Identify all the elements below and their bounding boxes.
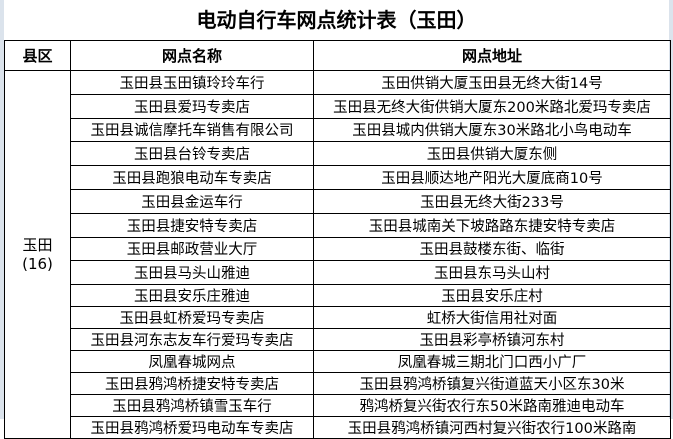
outlet-name-cell[interactable]: 玉田县跑狼电动车专卖店 — [70, 165, 314, 190]
table-row: 玉田县爱玛专卖店 玉田县无终大街供销大厦东200米路北爱玛专卖店 — [5, 93, 671, 119]
outlet-name-cell[interactable]: 玉田县金运车行 — [70, 188, 314, 214]
outlet-name-cell[interactable]: 玉田县邮政营业大厅 — [70, 236, 314, 262]
table-row: 凤凰春城网点 凤凰春城三期北门口西小广厂 — [5, 350, 671, 374]
table-row: 玉田县虹桥爱玛专卖店 虹桥大街信用社对面 — [5, 306, 671, 330]
outlet-name-cell[interactable]: 玉田县河东志友车行爱玛专卖店 — [70, 328, 314, 352]
outlet-address-cell[interactable]: 玉田县鸦鸿桥镇复兴街道蓝天小区东30米 — [313, 372, 671, 396]
outlet-address-cell[interactable]: 玉田县无终大街供销大厦东200米路北爱玛专卖店 — [313, 93, 671, 119]
table-row: 玉田县邮政营业大厅 玉田县鼓楼东街、临街 — [5, 236, 671, 262]
outlet-table: 县区 网点名称 网点地址 玉田 (16) 玉田县玉田镇玲玲车行 玉田供销大厦玉田县无终… — [4, 40, 671, 439]
sheet-title: 电动自行车网点统计表（玉田） — [196, 8, 477, 32]
window-frame-right — [669, 0, 673, 419]
header-row: 县区 网点名称 网点地址 — [4, 40, 671, 71]
outlet-name-cell[interactable]: 玉田县诚信摩托车销售有限公司 — [70, 117, 314, 143]
outlet-address-cell[interactable]: 鸦鸿桥复兴街农行东50米路南雅迪电动车 — [313, 394, 671, 418]
table-row: 玉田县安乐庄雅迪 玉田县安乐庄村 — [5, 284, 671, 308]
outlet-address-cell[interactable]: 玉田县彩亭桥镇河东村 — [313, 328, 671, 352]
table-row: 玉田县跑狼电动车专卖店 玉田县顺达地产阳光大厦底商10号 — [5, 165, 671, 190]
table-row: 玉田县河东志友车行爱玛专卖店 玉田县彩亭桥镇河东村 — [5, 328, 671, 352]
outlet-address-cell[interactable]: 玉田县供销大厦东侧 — [313, 141, 671, 167]
outlet-address-cell[interactable]: 玉田县鸦鸿桥镇河西村复兴街农行100米路南 — [313, 416, 671, 439]
header-address[interactable]: 网点地址 — [313, 40, 671, 71]
outlet-address-cell[interactable]: 玉田县鼓楼东街、临街 — [313, 236, 671, 262]
table-row: 玉田县诚信摩托车销售有限公司 玉田县城内供销大厦东30米路北小鸟电动车 — [5, 117, 671, 143]
outlet-name-cell[interactable]: 玉田县台铃专卖店 — [70, 141, 314, 167]
window-frame-left — [0, 0, 4, 419]
outlet-address-cell[interactable]: 玉田县东马头山村 — [313, 260, 671, 286]
header-county[interactable]: 县区 — [4, 40, 71, 71]
outlet-name-cell[interactable]: 玉田县爱玛专卖店 — [70, 93, 314, 119]
outlet-address-cell[interactable]: 玉田县安乐庄村 — [313, 284, 671, 308]
outlet-name-cell[interactable]: 凤凰春城网点 — [70, 350, 314, 374]
table-row: 玉田 (16) 玉田县玉田镇玲玲车行 玉田供销大厦玉田县无终大街14号 — [4, 69, 671, 439]
outlet-address-cell[interactable]: 玉田县城南关下坡路路东捷安特专卖店 — [313, 212, 671, 238]
outlet-name-cell[interactable]: 玉田县虹桥爱玛专卖店 — [70, 306, 314, 330]
outlet-name-cell[interactable]: 玉田县捷安特专卖店 — [70, 212, 314, 238]
table-row: 玉田县鸦鸿桥爱玛电动车专卖店 玉田县鸦鸿桥镇河西村复兴街农行100米路南 — [5, 416, 671, 439]
outlet-address-cell[interactable]: 玉田供销大厦玉田县无终大街14号 — [313, 70, 671, 95]
table-row: 玉田县鸦鸿桥捷安特专卖店 玉田县鸦鸿桥镇复兴街道蓝天小区东30米 — [5, 372, 671, 396]
outlet-address-cell[interactable]: 玉田县顺达地产阳光大厦底商10号 — [313, 165, 671, 190]
outlet-name-cell[interactable]: 玉田县安乐庄雅迪 — [70, 284, 314, 308]
table-row: 玉田县马头山雅迪 玉田县东马头山村 — [5, 260, 671, 286]
table-row: 玉田县鸦鸿桥镇雪玉车行 鸦鸿桥复兴街农行东50米路南雅迪电动车 — [5, 394, 671, 418]
county-cell[interactable]: 玉田 (16) — [4, 69, 71, 439]
outlet-name-cell[interactable]: 玉田县玉田镇玲玲车行 — [70, 70, 314, 95]
outlet-name-cell[interactable]: 玉田县马头山雅迪 — [70, 260, 314, 286]
outlet-address-cell[interactable]: 虹桥大街信用社对面 — [313, 306, 671, 330]
outlet-name-cell[interactable]: 玉田县鸦鸿桥捷安特专卖店 — [70, 372, 314, 396]
county-name: 玉田 — [22, 235, 53, 254]
outlet-address-cell[interactable]: 玉田县城内供销大厦东30米路北小鸟电动车 — [313, 117, 671, 143]
outlet-name-cell[interactable]: 玉田县鸦鸿桥镇雪玉车行 — [70, 394, 314, 418]
table-row: 玉田县金运车行 玉田县无终大街233号 — [5, 188, 671, 214]
table-row: 玉田县捷安特专卖店 玉田县城南关下坡路路东捷安特专卖店 — [5, 212, 671, 238]
header-name[interactable]: 网点名称 — [70, 40, 314, 71]
outlet-address-cell[interactable]: 凤凰春城三期北门口西小广厂 — [313, 350, 671, 374]
table-row: 玉田县台铃专卖店 玉田县供销大厦东侧 — [5, 141, 671, 167]
outlet-name-cell[interactable]: 玉田县鸦鸿桥爱玛电动车专卖店 — [70, 416, 314, 439]
county-count: (16) — [22, 254, 53, 273]
outlet-address-cell[interactable]: 玉田县无终大街233号 — [313, 188, 671, 214]
